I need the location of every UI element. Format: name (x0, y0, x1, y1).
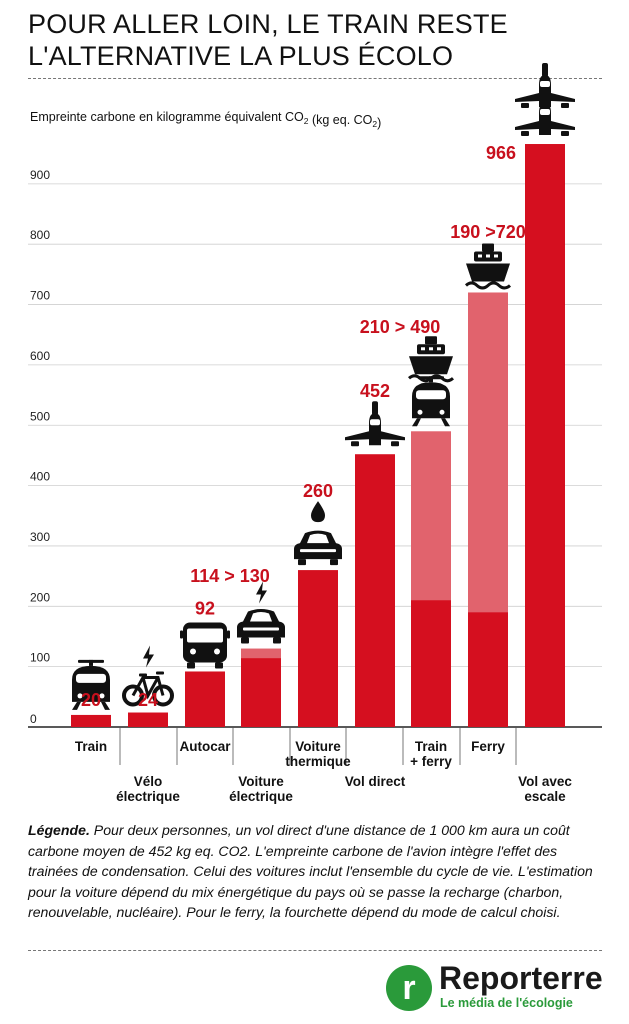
category-label-3: Voiture (238, 774, 284, 789)
y-tick-900: 900 (30, 168, 50, 182)
reporterre-logo[interactable]: r Reporterre Le média de l'écologie (386, 960, 616, 1017)
y-tick-600: 600 (30, 349, 50, 363)
bar-4 (298, 570, 338, 727)
value-label-5: 452 (360, 381, 390, 401)
y-tick-200: 200 (30, 590, 50, 604)
category-label-8: Vol avec (518, 774, 572, 789)
category-label-6: Train (415, 739, 447, 754)
bar-chart: Empreinte carbone en kilogramme équivale… (28, 63, 602, 804)
category-label-6: + ferry (410, 754, 452, 769)
y-tick-700: 700 (30, 289, 50, 303)
bar-2 (185, 671, 225, 727)
category-label-4: Voiture (295, 739, 341, 754)
value-label-8: 966 (486, 143, 516, 163)
value-label-1: 24 (138, 690, 158, 710)
train-icon (412, 376, 450, 427)
y-axis-label: Empreinte carbone en kilogramme équivale… (30, 110, 381, 130)
value-label-4: 260 (303, 481, 333, 501)
bar-8 (525, 144, 565, 728)
bus-icon (180, 622, 230, 669)
y-tick-300: 300 (30, 530, 50, 544)
ship-icon (407, 336, 455, 383)
bar-1 (128, 712, 168, 727)
category-label-3: électrique (229, 789, 293, 804)
category-label-8: escale (524, 789, 566, 804)
electric-car-icon (237, 581, 285, 644)
category-label-1: Vélo (134, 774, 163, 789)
bar-3 (241, 658, 281, 727)
bar-5 (355, 454, 395, 727)
bottom-divider (28, 950, 602, 951)
train-icon (72, 659, 110, 710)
bar-6 (411, 600, 451, 727)
category-label-7: Ferry (471, 739, 505, 754)
category-label-4: thermique (285, 754, 351, 769)
category-label-2: Autocar (179, 739, 231, 754)
bar-7 (468, 612, 508, 727)
logo-mark: r (386, 965, 432, 1011)
category-label-0: Train (75, 739, 107, 754)
value-label-0: 20 (81, 690, 101, 710)
plane-icon (515, 63, 575, 109)
value-label-7: 190 >720 (450, 222, 526, 242)
plane-icon (345, 401, 405, 447)
y-tick-400: 400 (30, 470, 50, 484)
y-tick-0: 0 (30, 712, 37, 726)
legend-heading: Légende. (28, 822, 90, 838)
y-tick-800: 800 (30, 228, 50, 242)
y-tick-500: 500 (30, 409, 50, 423)
category-label-5: Vol direct (345, 774, 406, 789)
page-title: POUR ALLER LOIN, LE TRAIN RESTE L'ALTERN… (28, 8, 608, 72)
bar-0 (71, 714, 111, 727)
fuel-car-icon (294, 501, 342, 566)
value-label-6: 210 > 490 (360, 317, 441, 337)
logo-tagline: Le média de l'écologie (440, 996, 573, 1010)
value-label-3: 114 > 130 (190, 566, 270, 586)
top-divider (28, 78, 602, 79)
value-label-2: 92 (195, 598, 215, 618)
legend-text: Pour deux personnes, un vol direct d'une… (28, 822, 593, 921)
legend: Légende. Pour deux personnes, un vol dir… (28, 820, 606, 923)
ship-icon (464, 243, 512, 290)
logo-name: Reporterre (439, 960, 603, 996)
title-line-1: POUR ALLER LOIN, LE TRAIN RESTE (28, 9, 508, 39)
title-line-2: L'ALTERNATIVE LA PLUS ÉCOLO (28, 41, 454, 71)
category-label-1: électrique (116, 789, 180, 804)
y-tick-100: 100 (30, 651, 50, 665)
electric-bike-icon (122, 645, 174, 707)
